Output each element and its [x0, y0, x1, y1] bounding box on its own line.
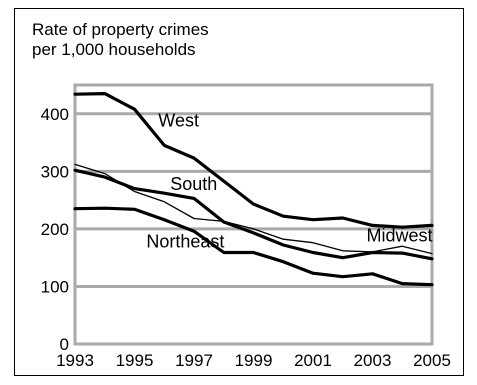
x-tick-label: 1993	[56, 351, 94, 370]
series-line-midwest	[74, 163, 433, 255]
x-tick-label: 2003	[354, 351, 392, 370]
x-tick-label: 2005	[413, 351, 451, 370]
x-tick-label: 2001	[294, 351, 332, 370]
series-label-midwest: Midwest	[367, 226, 433, 246]
x-tick-label: 1995	[116, 351, 154, 370]
y-tick-label: 200	[41, 220, 69, 239]
series-label-northeast: Northeast	[146, 231, 224, 251]
x-tick-label: 1999	[235, 351, 273, 370]
x-tick-label: 1997	[175, 351, 213, 370]
y-axis-title-line-1: Rate of property crimes	[32, 20, 209, 39]
series-lines	[73, 92, 434, 287]
x-axis-ticks: 1993 1995 1997 1999 2001 2003 2005	[56, 351, 451, 370]
y-tick-label: 300	[41, 162, 69, 181]
y-axis-title: Rate of property crimes per 1,000 househ…	[32, 20, 209, 60]
y-tick-label: 100	[41, 277, 69, 296]
plot-area	[73, 83, 434, 346]
series-line-west	[73, 92, 434, 229]
series-line-northeast	[73, 206, 434, 287]
series-label-west: West	[158, 110, 199, 130]
y-tick-label: 0	[60, 335, 69, 354]
series-labels: West South Midwest Northeast	[146, 110, 432, 251]
y-tick-label: 400	[41, 105, 69, 124]
series-label-south: South	[170, 174, 217, 194]
grid-lines	[75, 112, 432, 288]
y-axis-ticks: 0 100 200 300 400	[41, 105, 69, 354]
y-axis-title-line-2: per 1,000 households	[32, 40, 196, 59]
